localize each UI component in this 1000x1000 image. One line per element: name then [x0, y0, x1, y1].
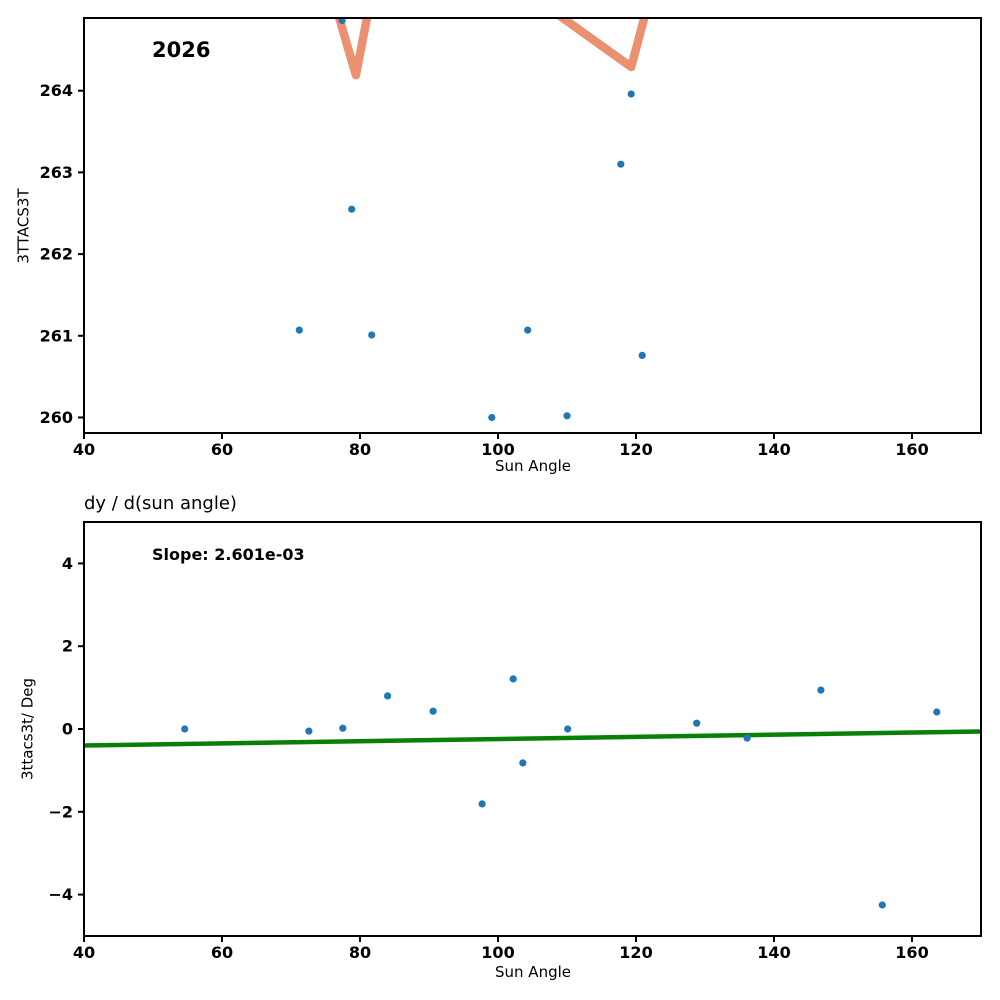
y-tick-label: 262: [40, 245, 73, 264]
derivative-plot-title: dy / d(sun angle): [84, 493, 237, 514]
x-tick-label: 140: [757, 943, 790, 962]
slope-annotation: Slope: 2.601e-03: [152, 545, 305, 564]
scatter-point: [524, 326, 532, 334]
scatter-point: [627, 90, 635, 98]
top-plot-xlabel: Sun Angle: [495, 457, 571, 475]
fit-line: [84, 729, 981, 748]
bottom-plot-ylabel: 3ttacs3t/ Deg: [18, 677, 37, 781]
scatter-point: [429, 707, 437, 715]
y-tick-label: 2: [62, 637, 73, 656]
axes-spines: [83, 521, 982, 937]
scatter-point: [693, 719, 701, 727]
scatter-point: [295, 326, 303, 334]
y-tick-label: 261: [40, 326, 73, 345]
scatter-point: [368, 331, 376, 339]
scatter-point: [488, 413, 496, 422]
x-tick-label: 100: [481, 440, 514, 459]
scatter-point: [817, 686, 825, 694]
y-tick-label: −4: [48, 885, 73, 904]
scatter-point: [878, 901, 886, 909]
scatter-point: [564, 725, 572, 733]
scatter-point: [384, 692, 392, 700]
model-line: [334, 18, 372, 80]
scatter-point: [519, 759, 527, 767]
scatter-point: [348, 205, 356, 213]
scatter-point: [305, 727, 313, 735]
x-tick-label: 160: [895, 440, 928, 459]
top-plot-ylabel: 3TTACS3T: [14, 188, 33, 264]
axes-spines: [83, 17, 982, 434]
scatter-point: [743, 734, 751, 742]
x-tick-label: 40: [73, 943, 95, 962]
x-tick-label: 160: [895, 943, 928, 962]
y-tick-label: 260: [40, 408, 73, 427]
scatter-point: [933, 708, 941, 716]
year-annotation: 2026: [152, 38, 211, 62]
scatter-point: [563, 412, 571, 420]
x-tick-label: 60: [211, 943, 233, 962]
scatter-point: [638, 351, 646, 359]
scatter-point: [339, 724, 347, 732]
x-tick-label: 120: [619, 943, 652, 962]
y-tick-label: 264: [40, 81, 73, 100]
scatter-point: [478, 800, 486, 808]
x-tick-label: 120: [619, 440, 652, 459]
y-tick-label: 4: [62, 554, 73, 573]
y-tick-label: 0: [62, 720, 73, 739]
x-tick-label: 40: [73, 440, 95, 459]
top-plot: 40 60 80 100 120 140 160 260 261 262 263 264: [40, 16, 982, 459]
x-tick-label: 80: [349, 440, 371, 459]
model-line: [555, 18, 649, 72]
scatter-point: [181, 725, 189, 733]
scatter-point: [509, 675, 517, 683]
y-tick-label: 263: [40, 163, 73, 182]
bottom-plot: 40 60 80 100 120 140 160 −4 −2 0 2 4: [48, 521, 982, 962]
x-tick-label: 80: [349, 943, 371, 962]
scatter-point: [617, 160, 625, 168]
x-tick-label: 140: [757, 440, 790, 459]
x-tick-label: 60: [211, 440, 233, 459]
x-tick-label: 100: [481, 943, 514, 962]
bottom-plot-xlabel: Sun Angle: [495, 963, 571, 981]
y-tick-label: −2: [48, 802, 73, 821]
